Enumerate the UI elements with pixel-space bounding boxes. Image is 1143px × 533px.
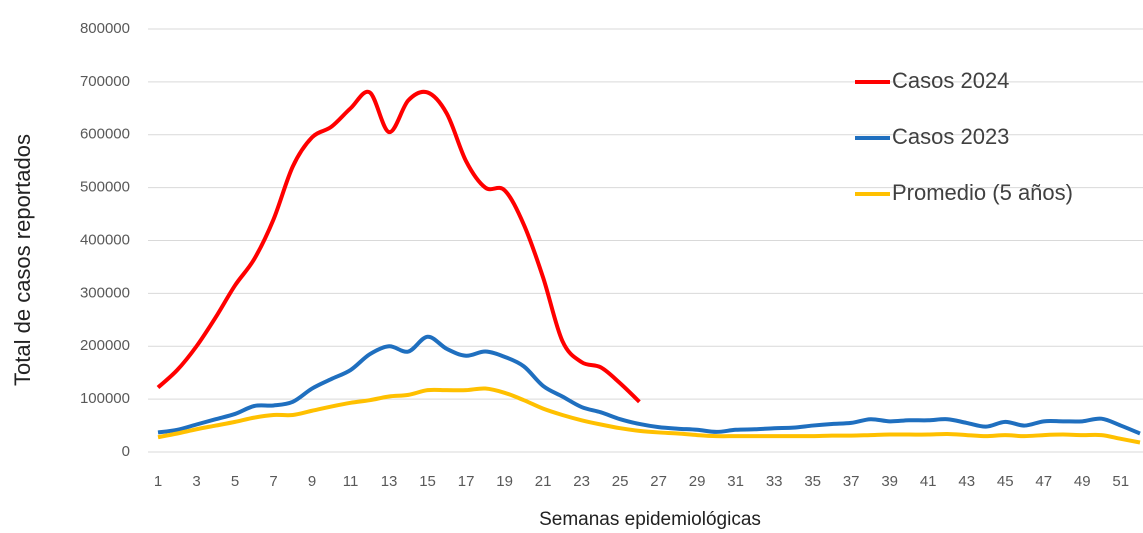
x-tick-label: 1	[154, 473, 162, 490]
series-line	[156, 89, 641, 404]
x-tick-label: 9	[308, 473, 316, 490]
x-tick-label: 11	[343, 473, 359, 490]
y-tick-label: 100000	[80, 390, 130, 407]
x-tick-label: 17	[458, 473, 475, 490]
x-tick-label: 39	[881, 473, 898, 490]
series-line	[157, 386, 1141, 445]
x-tick-label: 47	[1035, 473, 1052, 490]
y-axis-title: Total de casos reportados	[10, 134, 35, 386]
y-tick-label: 500000	[80, 179, 130, 196]
x-tick-label: 31	[727, 473, 744, 490]
y-tick-label: 200000	[80, 337, 130, 354]
y-tick-label: 300000	[80, 284, 130, 301]
y-tick-label: 0	[122, 443, 130, 460]
x-tick-label: 23	[573, 473, 590, 490]
x-axis-title: Semanas epidemiológicas	[539, 509, 761, 530]
x-tick-label: 15	[419, 473, 436, 490]
x-tick-label: 21	[535, 473, 552, 490]
x-tick-label: 51	[1112, 473, 1129, 490]
x-tick-label: 19	[496, 473, 513, 490]
legend-label: Casos 2024	[892, 68, 1009, 93]
x-tick-label: 41	[920, 473, 937, 490]
series-line	[157, 334, 1141, 436]
x-tick-label: 5	[231, 473, 239, 490]
x-tick-label: 35	[804, 473, 821, 490]
y-tick-label: 700000	[80, 73, 130, 90]
x-tick-label: 13	[381, 473, 398, 490]
y-tick-label: 800000	[80, 20, 130, 37]
x-tick-label: 7	[269, 473, 277, 490]
x-tick-label: 45	[997, 473, 1014, 490]
y-tick-label: 400000	[80, 231, 130, 248]
x-tick-label: 49	[1074, 473, 1091, 490]
legend-label: Casos 2023	[892, 124, 1009, 149]
x-tick-label: 37	[843, 473, 860, 490]
y-tick-label: 600000	[80, 126, 130, 143]
x-tick-label: 27	[650, 473, 667, 490]
x-tick-label: 43	[958, 473, 975, 490]
x-tick-label: 25	[612, 473, 629, 490]
x-tick-label: 33	[766, 473, 783, 490]
legend-label: Promedio (5 años)	[892, 180, 1073, 205]
x-tick-label: 29	[689, 473, 706, 490]
x-tick-label: 3	[192, 473, 200, 490]
